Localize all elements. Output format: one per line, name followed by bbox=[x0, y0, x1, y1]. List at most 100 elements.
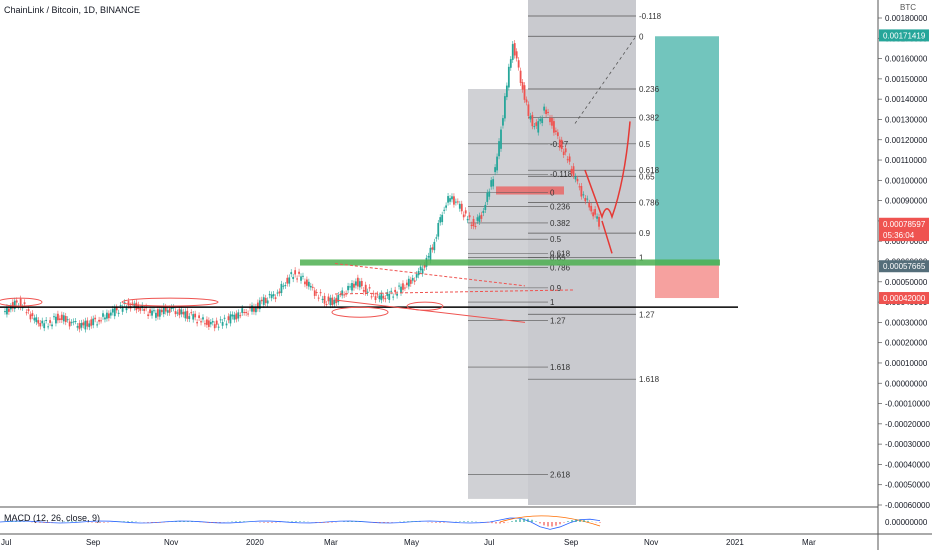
candle-body-64-3 bbox=[504, 96, 506, 119]
candle-body-72-1 bbox=[562, 151, 565, 155]
candle-body-1-1 bbox=[6, 307, 8, 315]
candle-body-7-0 bbox=[51, 324, 53, 327]
candle-body-33-2 bbox=[258, 300, 261, 310]
x-tick-label-6: Jul bbox=[484, 538, 494, 547]
candle-body-58-3 bbox=[456, 201, 459, 203]
candle-body-12-1 bbox=[92, 318, 95, 326]
candle-body-9-3 bbox=[72, 321, 75, 323]
y-tick-label-7: 0.00110000 bbox=[885, 156, 927, 165]
fib-inner-label-11: 1.27 bbox=[550, 316, 566, 325]
plot-background bbox=[0, 0, 878, 505]
candle-body-1-2 bbox=[8, 308, 10, 312]
fib-inner-label-4: 0.382 bbox=[550, 219, 571, 228]
candle-body-75-1 bbox=[586, 198, 589, 200]
macd-label: MACD (12, 26, close, 9) bbox=[4, 513, 101, 523]
candle-body-18-3 bbox=[143, 308, 146, 311]
y-tick-label-9: 0.00090000 bbox=[885, 197, 928, 206]
candle-body-61-2 bbox=[478, 215, 481, 222]
candle-body-26-2 bbox=[204, 323, 206, 325]
fib-inner-label-7: 0.65 bbox=[550, 253, 566, 262]
candle-body-55-2 bbox=[431, 247, 434, 250]
candle-body-74-2 bbox=[580, 186, 583, 197]
candle-body-50-1 bbox=[390, 290, 393, 292]
candle-body-73-1 bbox=[570, 168, 573, 174]
fib-outer-label-0: -0.118 bbox=[639, 12, 662, 21]
candle-body-15-1 bbox=[115, 307, 118, 311]
candle-body-61-3 bbox=[480, 214, 483, 219]
y-tick-label-21: -0.00030000 bbox=[885, 440, 930, 449]
candle-body-37-2 bbox=[290, 272, 293, 275]
candle-body-25-0 bbox=[192, 314, 195, 320]
candle-body-23-0 bbox=[176, 312, 179, 314]
candle-body-16-0 bbox=[121, 307, 124, 312]
candle-body-67-2 bbox=[525, 99, 528, 103]
candle-body-51-0 bbox=[396, 293, 398, 296]
y-tick-label-17: 0.00010000 bbox=[885, 359, 928, 368]
candle-body-64-1 bbox=[500, 129, 502, 149]
y-tick-label-24: -0.00060000 bbox=[885, 501, 930, 510]
candle-body-41-0 bbox=[317, 297, 320, 299]
candle-body-5-2 bbox=[39, 323, 42, 327]
candle-body-68-2 bbox=[533, 126, 536, 128]
candle-body-50-2 bbox=[392, 296, 395, 298]
candle-body-42-1 bbox=[327, 296, 330, 302]
candle-body-25-2 bbox=[196, 322, 199, 324]
candle-body-49-0 bbox=[380, 293, 383, 301]
y-tick-label-18: 0.00000000 bbox=[885, 379, 928, 388]
y-tick-label-13: 0.00050000 bbox=[885, 278, 928, 287]
candle-body-62-3 bbox=[488, 191, 491, 197]
candle-body-53-0 bbox=[411, 277, 414, 281]
candle-body-68-1 bbox=[531, 114, 534, 127]
fib-outer-label-10: 1.27 bbox=[639, 310, 655, 319]
candle-body-9-0 bbox=[66, 319, 69, 321]
candle-body-36-1 bbox=[280, 283, 283, 293]
fib-inner-label-1: -0.118 bbox=[550, 170, 573, 179]
candle-body-46-2 bbox=[360, 280, 363, 287]
candle-body-15-0 bbox=[113, 307, 116, 317]
candle-body-13-2 bbox=[102, 313, 104, 317]
fib-outer-label-3: 0.382 bbox=[639, 113, 660, 122]
candle-body-43-2 bbox=[337, 295, 340, 303]
candle-body-39-0 bbox=[302, 275, 304, 277]
candle-body-17-1 bbox=[131, 302, 134, 304]
candle-body-7-2 bbox=[55, 316, 57, 324]
y-tick-label-2: 0.00160000 bbox=[885, 55, 928, 64]
y-tick-label-15: 0.00030000 bbox=[885, 318, 928, 327]
candle-body-58-0 bbox=[451, 196, 453, 200]
candle-body-63-3 bbox=[496, 156, 498, 171]
candle-body-33-0 bbox=[255, 306, 257, 313]
candle-body-10-2 bbox=[78, 323, 81, 330]
fib-outer-label-6: 0.65 bbox=[639, 172, 655, 181]
candle-body-53-1 bbox=[413, 280, 416, 282]
candle-body-23-3 bbox=[182, 311, 185, 315]
price-badge-3 bbox=[879, 260, 929, 273]
candle-body-66-0 bbox=[513, 43, 516, 56]
fibonacci-levels: -0.11800.2360.3820.50.6180.650.7860.911.… bbox=[468, 12, 662, 480]
candle-body-20-2 bbox=[157, 309, 159, 317]
candle-body-70-3 bbox=[551, 117, 553, 126]
candle-body-59-3 bbox=[464, 210, 467, 214]
candle-body-44-1 bbox=[343, 294, 346, 296]
candle-body-41-1 bbox=[319, 292, 322, 294]
candle-body-31-1 bbox=[241, 308, 244, 313]
y-tick-label-6: 0.00120000 bbox=[885, 136, 928, 145]
candle-body-4-0 bbox=[27, 309, 30, 312]
green-support-band bbox=[300, 259, 720, 266]
candle-body-22-0 bbox=[168, 308, 171, 313]
candle-body-52-3 bbox=[409, 279, 412, 284]
y-tick-label-8: 0.00100000 bbox=[885, 176, 928, 185]
y-tick-label-11: 0.00070000 bbox=[885, 237, 928, 246]
candle-body-27-2 bbox=[211, 320, 214, 323]
price-badge-2 bbox=[879, 229, 929, 242]
candle-body-44-0 bbox=[341, 290, 344, 296]
triangle-mid-line bbox=[334, 289, 576, 295]
candle-body-46-0 bbox=[356, 277, 359, 287]
candle-body-34-1 bbox=[264, 297, 267, 303]
candle-body-37-0 bbox=[286, 277, 289, 284]
candle-body-3-0 bbox=[19, 298, 22, 308]
candle-body-24-1 bbox=[186, 310, 189, 319]
candle-body-30-0 bbox=[231, 314, 234, 317]
fib-outer-label-9: 1 bbox=[639, 253, 644, 262]
candle-body-76-2 bbox=[596, 216, 598, 219]
